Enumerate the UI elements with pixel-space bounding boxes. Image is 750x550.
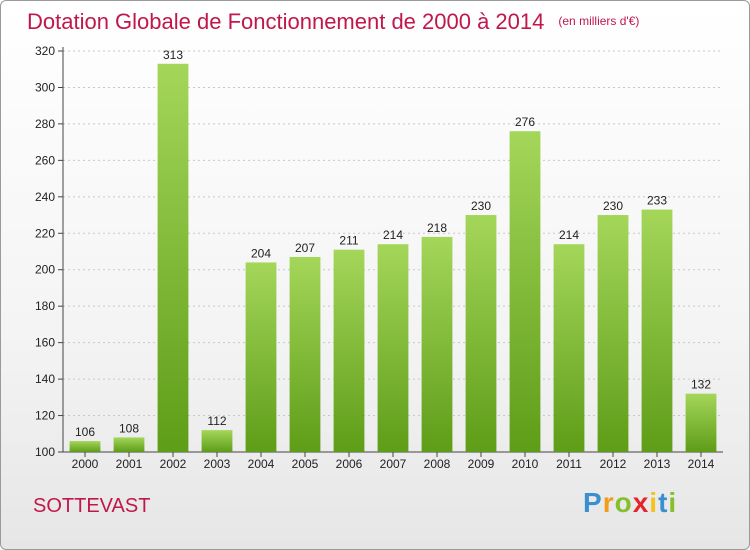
y-tick-label: 320 bbox=[35, 44, 55, 58]
y-tick-label: 240 bbox=[35, 190, 55, 204]
bar-value-label: 106 bbox=[75, 425, 95, 439]
y-tick-label: 300 bbox=[35, 80, 55, 94]
y-tick-label: 140 bbox=[35, 372, 55, 386]
bar bbox=[641, 209, 673, 452]
x-tick-label: 2014 bbox=[688, 457, 715, 471]
logo-letter: x bbox=[632, 487, 650, 518]
y-tick-label: 160 bbox=[35, 336, 55, 350]
logo-letter: r bbox=[602, 487, 615, 518]
bar-value-label: 108 bbox=[119, 421, 139, 435]
bar bbox=[597, 215, 629, 452]
bar-value-label: 214 bbox=[559, 228, 579, 242]
bar-value-label: 132 bbox=[691, 378, 711, 392]
y-tick-label: 280 bbox=[35, 117, 55, 131]
title-text: Dotation Globale de Fonctionnement de 20… bbox=[27, 9, 545, 34]
y-tick-label: 220 bbox=[35, 226, 55, 240]
bar-value-label: 313 bbox=[163, 48, 183, 62]
bar-value-label: 214 bbox=[383, 228, 403, 242]
bar-value-label: 204 bbox=[251, 246, 271, 260]
logo-letter: i bbox=[649, 487, 659, 518]
logo-letter: o bbox=[614, 487, 633, 518]
bar-value-label: 230 bbox=[471, 199, 491, 213]
bar bbox=[377, 244, 409, 452]
y-tick-label: 260 bbox=[35, 153, 55, 167]
logo-letter: t bbox=[658, 487, 669, 518]
y-tick-label: 100 bbox=[35, 445, 55, 459]
bar bbox=[509, 131, 541, 452]
x-tick-label: 2008 bbox=[424, 457, 451, 471]
x-tick-label: 2002 bbox=[160, 457, 187, 471]
bar-value-label: 276 bbox=[515, 115, 535, 129]
bar-value-label: 230 bbox=[603, 199, 623, 213]
x-tick-label: 2003 bbox=[204, 457, 231, 471]
logo-letter: i bbox=[668, 487, 678, 518]
bar bbox=[421, 236, 453, 452]
bar-value-label: 112 bbox=[207, 414, 226, 428]
x-tick-label: 2007 bbox=[380, 457, 407, 471]
y-tick-label: 180 bbox=[35, 299, 55, 313]
commune-name: SOTTEVAST bbox=[33, 495, 151, 517]
bar-value-label: 218 bbox=[427, 221, 447, 235]
x-tick-label: 2005 bbox=[292, 457, 319, 471]
x-tick-label: 2010 bbox=[512, 457, 539, 471]
chart-title: Dotation Globale de Fonctionnement de 20… bbox=[27, 9, 639, 35]
x-tick-label: 2004 bbox=[248, 457, 275, 471]
bar bbox=[333, 249, 365, 452]
x-tick-label: 2006 bbox=[336, 457, 363, 471]
bar-value-label: 211 bbox=[339, 234, 358, 248]
title-unit: (en milliers d'€) bbox=[558, 14, 640, 28]
bar-value-label: 233 bbox=[647, 194, 667, 208]
logo-letter: P bbox=[583, 487, 603, 518]
bars bbox=[69, 63, 717, 452]
x-tick-label: 2012 bbox=[600, 457, 627, 471]
proxiti-logo: Proxiti bbox=[583, 487, 677, 519]
bar bbox=[113, 437, 145, 452]
labels: 106 2000 108 2001 313 2002 112 2003 204 2004 207 20… bbox=[72, 48, 715, 471]
bar bbox=[685, 393, 717, 452]
bar bbox=[69, 441, 101, 452]
bar bbox=[553, 244, 585, 452]
x-tick-label: 2011 bbox=[556, 457, 582, 471]
x-tick-label: 2001 bbox=[116, 457, 143, 471]
bar bbox=[157, 63, 189, 452]
x-tick-label: 2013 bbox=[644, 457, 671, 471]
bar bbox=[465, 215, 497, 452]
x-tick-label: 2000 bbox=[72, 457, 99, 471]
x-tick-label: 2009 bbox=[468, 457, 495, 471]
bar-value-label: 207 bbox=[295, 241, 315, 255]
bar bbox=[201, 430, 233, 452]
y-tick-label: 120 bbox=[35, 409, 55, 423]
bar bbox=[245, 262, 277, 452]
bar bbox=[289, 256, 321, 452]
y-tick-label: 200 bbox=[35, 263, 55, 277]
